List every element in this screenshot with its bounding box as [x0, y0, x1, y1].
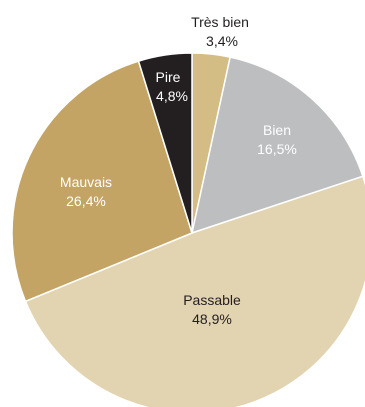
label-mauvais: Mauvais	[60, 174, 112, 190]
value-mauvais: 26,4%	[66, 193, 106, 209]
pie-slices	[11, 52, 365, 407]
value-bien: 16,5%	[257, 141, 297, 157]
label-passable: Passable	[183, 292, 241, 308]
label-tres-bien: Très bien	[191, 14, 249, 30]
slice-passable	[24, 175, 365, 407]
value-tres-bien: 3,4%	[206, 33, 238, 49]
slice-bien	[190, 56, 364, 235]
slice-mauvais	[11, 60, 193, 303]
label-pire: Pire	[156, 69, 181, 85]
slice-pire	[137, 52, 193, 234]
label-bien: Bien	[263, 122, 291, 138]
value-passable: 48,9%	[192, 311, 232, 327]
value-pire: 4,8%	[156, 88, 188, 104]
